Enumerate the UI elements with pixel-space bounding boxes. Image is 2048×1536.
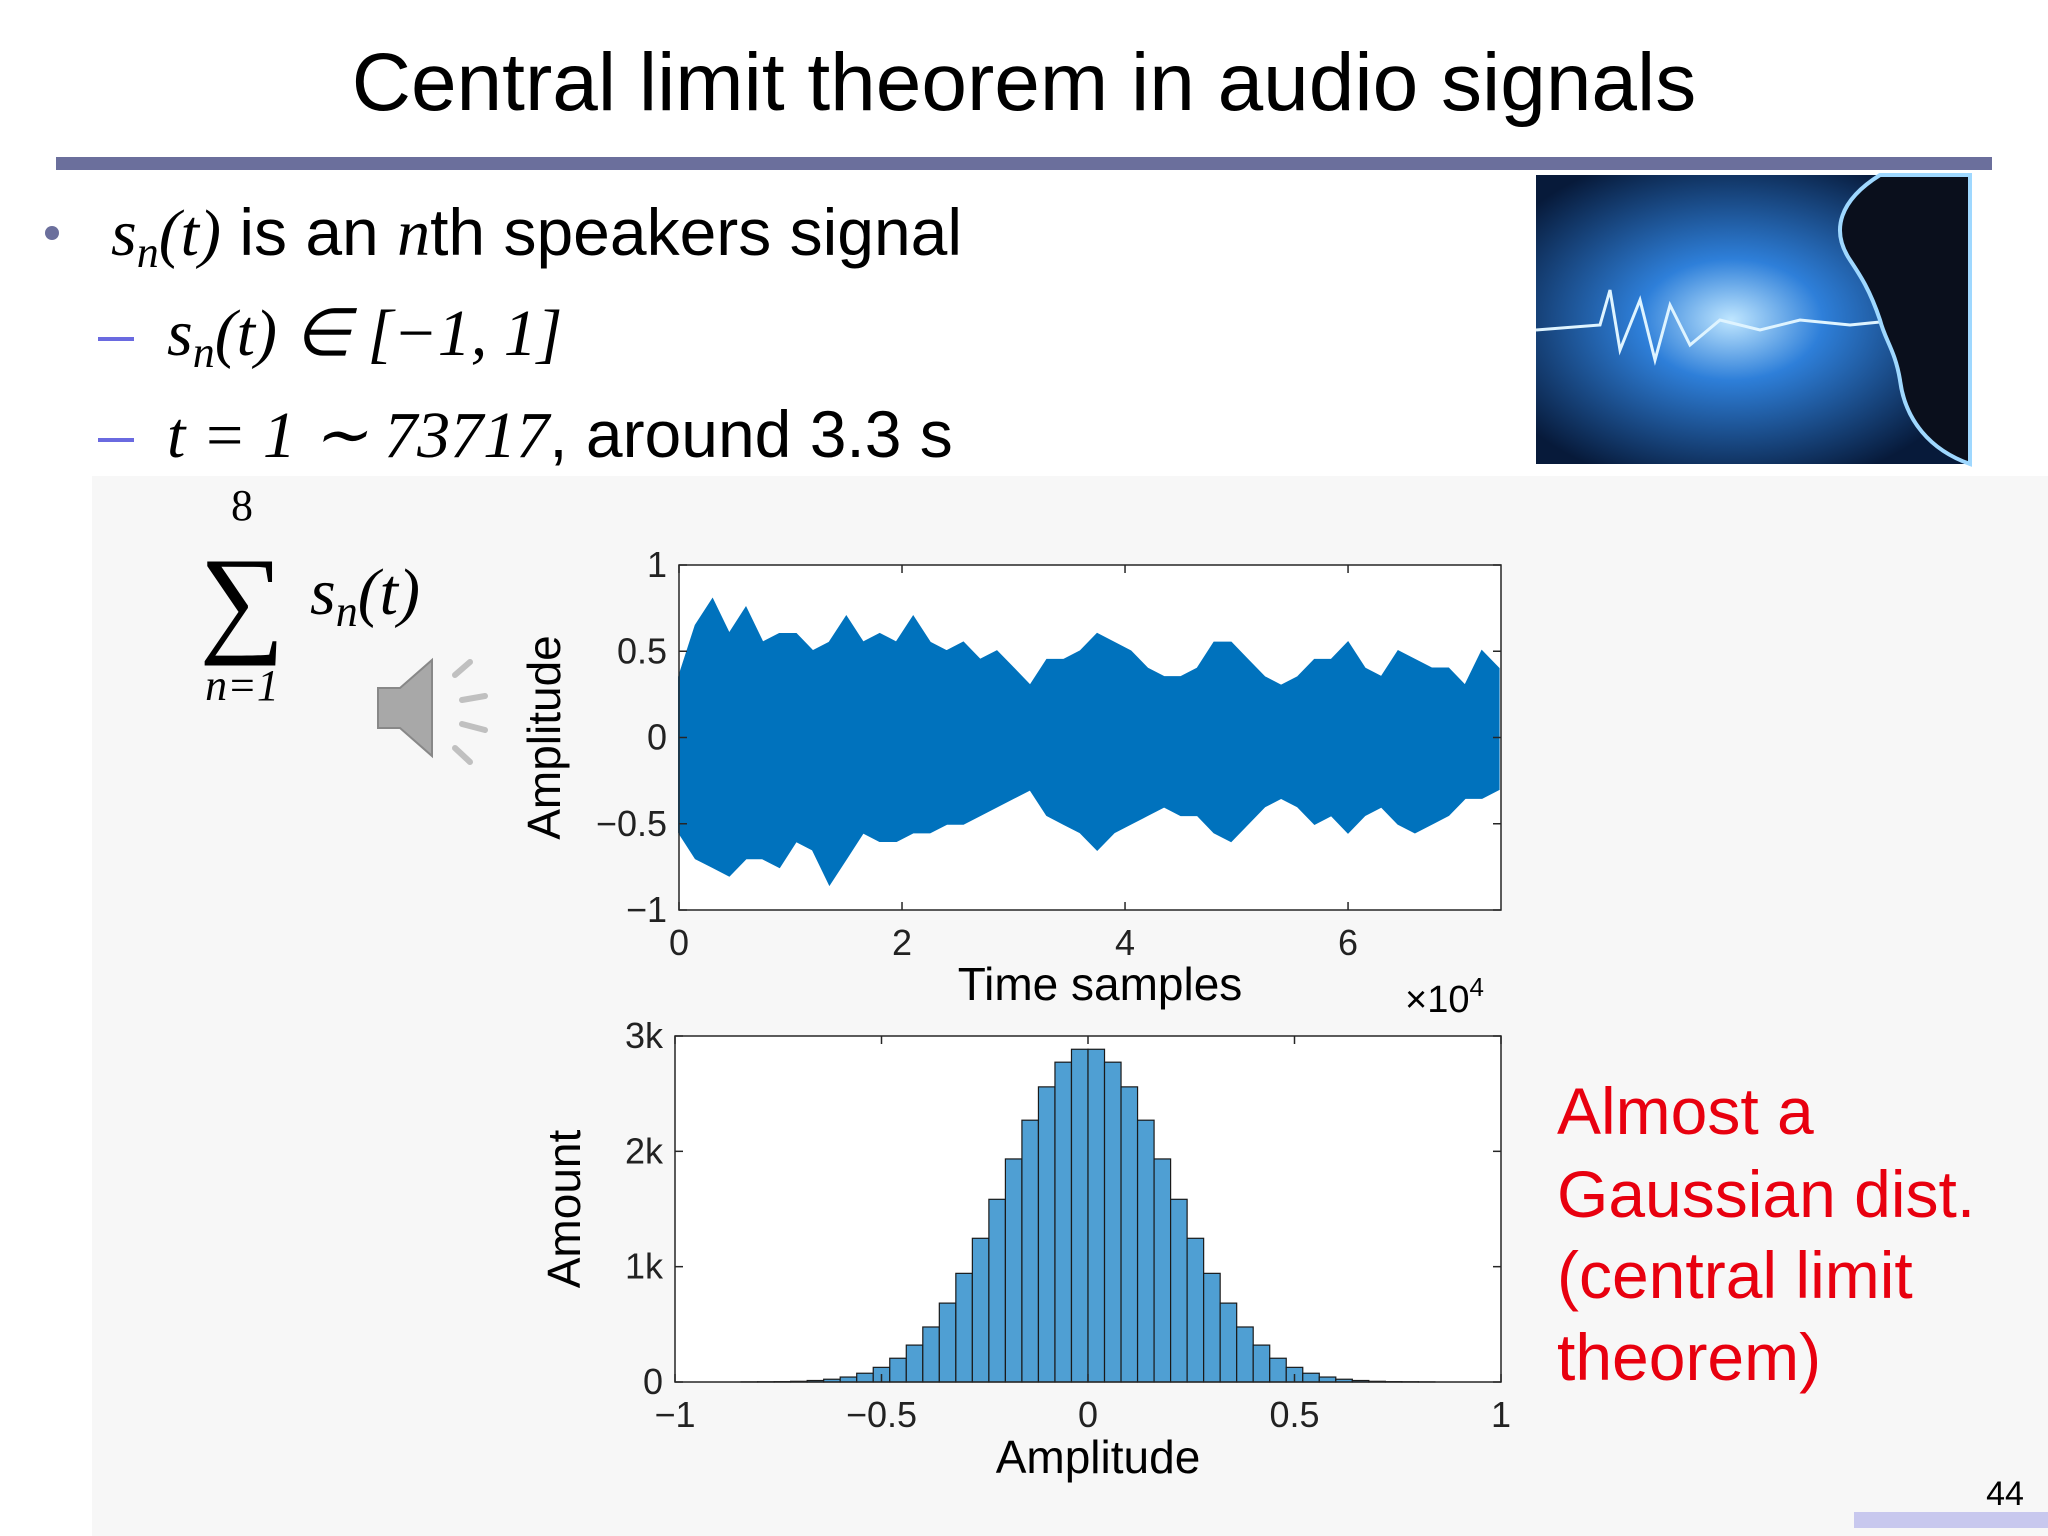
- speaker-icon[interactable]: [377, 657, 488, 765]
- math-sub: n: [137, 228, 159, 277]
- x-tick-label: −1: [654, 1394, 695, 1435]
- histogram-bar: [1203, 1272, 1221, 1383]
- histogram-bar: [1103, 1061, 1122, 1383]
- histogram-bar: [955, 1272, 973, 1383]
- sum-term: sn(t): [310, 556, 420, 636]
- y-tick-label: 1k: [625, 1246, 664, 1287]
- math: s: [111, 197, 137, 270]
- histogram-bar: [1269, 1357, 1287, 1383]
- callout-line: (central limit: [1557, 1238, 1913, 1312]
- histogram-bar: [1120, 1086, 1139, 1383]
- sub-bullet: sn(t) ∈ [−1, 1]: [167, 297, 562, 377]
- math: (t): [159, 197, 221, 270]
- sum-formula: 8 ∑ n=1 sn(t): [199, 481, 420, 710]
- waveform: [678, 597, 1500, 887]
- histogram-bar: [1302, 1372, 1320, 1383]
- text: th speakers signal: [430, 195, 962, 269]
- sum-lower: n=1: [205, 661, 279, 710]
- x-tick-label: 1: [1491, 1394, 1511, 1435]
- y-tick-label: −1: [626, 889, 667, 930]
- y-tick-label: 0: [643, 1361, 663, 1402]
- callout-line: Gaussian dist.: [1557, 1157, 1975, 1231]
- callout: Almost a Gaussian dist. (central limit t…: [1557, 1074, 1975, 1394]
- math-sub: n: [193, 328, 215, 377]
- multiplier-base: ×10: [1405, 979, 1469, 1021]
- histogram-bar: [1136, 1119, 1155, 1383]
- x-multiplier: ×104: [1405, 972, 1484, 1021]
- x-tick-label: 0: [669, 922, 689, 963]
- footer-bar: [1854, 1512, 2048, 1528]
- y-tick-label: 1: [647, 544, 667, 585]
- histogram-bar: [1087, 1048, 1106, 1383]
- y-tick-label: 3k: [625, 1015, 664, 1056]
- page-number: 44: [1986, 1475, 2024, 1513]
- y-tick-label: −0.5: [596, 803, 667, 844]
- histogram-bar: [905, 1344, 924, 1383]
- histogram-bar: [1252, 1344, 1271, 1383]
- histogram-bar: [1070, 1048, 1089, 1383]
- bullet-dot: [45, 226, 59, 240]
- slide-title: Central limit theorem in audio signals: [352, 37, 1697, 128]
- title-rule: [56, 157, 1992, 170]
- dash: [98, 337, 134, 341]
- callout-line: Almost a: [1557, 1074, 1814, 1148]
- text: , around 3.3 s: [549, 397, 953, 471]
- sum-symbol: ∑: [199, 533, 285, 666]
- sub-bullet: t = 1 ∼ 73717, around 3.3 s: [167, 397, 953, 472]
- histogram-bar: [938, 1302, 957, 1383]
- math: t = 1 ∼ 73717: [167, 399, 552, 472]
- x-tick-label: 0: [1078, 1394, 1098, 1435]
- histogram-bar: [971, 1237, 990, 1383]
- histogram-bar: [1004, 1158, 1023, 1383]
- x-axis-label: Time samples: [958, 958, 1243, 1010]
- x-tick-label: 6: [1338, 922, 1358, 963]
- histogram-bar: [856, 1372, 874, 1383]
- math: (t): [358, 556, 420, 629]
- y-tick-label: 0.5: [617, 630, 667, 671]
- bullet-text: sn(t) is an nth speakers signal: [111, 195, 962, 277]
- histogram-bar: [1054, 1061, 1073, 1383]
- y-tick-label: 2k: [625, 1130, 664, 1171]
- histogram-bar: [1037, 1086, 1056, 1383]
- y-tick-label: 0: [647, 717, 667, 758]
- multiplier-exponent: 4: [1469, 972, 1483, 1002]
- histogram-bar: [1219, 1302, 1238, 1383]
- histogram-bar: [988, 1198, 1007, 1383]
- sum-upper: 8: [231, 481, 253, 530]
- histogram-bar: [922, 1326, 940, 1383]
- callout-line: theorem): [1557, 1320, 1821, 1394]
- x-tick-label: 2: [892, 922, 912, 963]
- math: n: [397, 197, 430, 270]
- x-tick-label: −0.5: [846, 1394, 917, 1435]
- y-axis-label: Amplitude: [518, 635, 570, 840]
- histogram-bar: [1186, 1237, 1205, 1383]
- histogram-bar: [889, 1357, 907, 1383]
- histogram-bar: [1153, 1158, 1172, 1383]
- y-axis-label: Amount: [538, 1130, 590, 1289]
- dash: [98, 438, 134, 442]
- x-tick-label: 0.5: [1269, 1394, 1319, 1435]
- math-sub: n: [336, 587, 358, 636]
- x-axis-label: Amplitude: [996, 1431, 1201, 1483]
- math: s: [167, 297, 193, 370]
- x-tick-label: 4: [1115, 922, 1135, 963]
- speech-image: [1535, 173, 1972, 467]
- histogram-bar: [1169, 1198, 1188, 1383]
- math: (t) ∈ [−1, 1]: [215, 297, 563, 370]
- histogram-bar: [1021, 1119, 1040, 1383]
- math: s: [310, 556, 336, 629]
- text: is an: [221, 195, 397, 269]
- histogram-bar: [1236, 1326, 1254, 1383]
